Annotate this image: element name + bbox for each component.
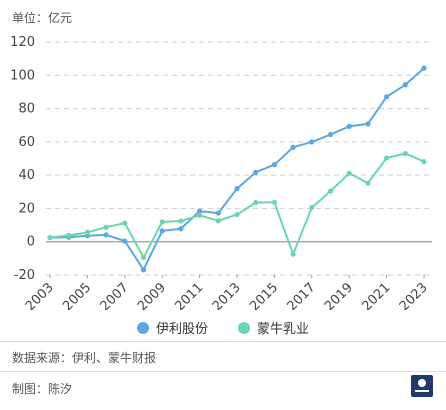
data-point-yili[interactable] [234,186,240,192]
data-point-yili[interactable] [365,121,371,127]
legend-item-yili[interactable]: 伊利股份 [136,318,208,337]
data-point-yili[interactable] [271,162,277,168]
data-point-mengniu[interactable] [140,254,147,261]
gridlines [46,41,432,276]
x-tick-label: 2013 [210,280,244,310]
data-point-mengniu[interactable] [159,219,165,225]
y-tick-labels: -20 0 20 40 60 80 100 120 [10,35,35,283]
data-point-yili[interactable] [309,139,315,145]
data-point-yili[interactable] [103,232,109,238]
legend-label-yili: 伊利股份 [155,322,208,337]
data-point-mengniu[interactable] [384,155,390,161]
data-point-yili[interactable] [327,131,334,138]
series-line-yili [49,67,425,271]
x-tick-label: 2017 [285,280,319,310]
data-point-yili[interactable] [421,65,427,71]
divider-bottom [0,371,446,372]
data-point-yili[interactable] [159,228,165,234]
y-tick-label: 0 [27,235,35,250]
data-point-yili[interactable] [384,94,390,100]
unit-label: 单位：亿元 [12,11,73,25]
y-tick-label: 120 [10,35,35,50]
source-note: 数据来源：伊利、蒙牛财报 [12,351,157,365]
data-point-yili[interactable] [140,267,147,273]
x-tick-label: 2015 [247,280,281,310]
data-point-mengniu[interactable] [253,200,259,206]
x-tick-label: 2009 [135,280,169,310]
legend-item-mengniu[interactable]: 蒙牛乳业 [238,318,309,337]
data-point-mengniu[interactable] [197,212,203,218]
data-point-mengniu[interactable] [346,170,352,176]
y-tick-label: 80 [18,102,35,117]
data-point-mengniu[interactable] [122,220,128,226]
data-point-yili[interactable] [215,210,221,216]
brand-logo [411,375,433,397]
data-point-yili[interactable] [290,144,296,150]
data-point-yili[interactable] [178,226,184,232]
y-tick-label: 60 [18,135,35,150]
x-tick-label: 2019 [322,280,356,310]
data-point-yili[interactable] [402,82,408,88]
data-point-mengniu[interactable] [84,229,90,235]
divider-top [0,341,446,342]
data-point-mengniu[interactable] [178,218,184,224]
legend: 伊利股份 蒙牛乳业 [0,318,446,337]
data-point-mengniu[interactable] [290,251,296,257]
data-point-mengniu[interactable] [66,232,72,238]
data-point-mengniu[interactable] [402,150,408,157]
x-tick-label: 2011 [172,280,206,310]
data-point-mengniu[interactable] [47,234,53,241]
data-point-mengniu[interactable] [234,211,240,218]
data-point-yili[interactable] [197,208,203,214]
data-point-mengniu[interactable] [421,159,427,165]
x-tick-label: 2005 [60,280,94,310]
data-point-mengniu[interactable] [103,224,109,230]
y-tick-label: 100 [10,68,35,83]
legend-swatch-yili [136,321,149,334]
y-tick-label: 20 [18,201,35,216]
data-point-mengniu[interactable] [327,188,334,194]
x-tick-label: 2021 [359,280,393,310]
data-point-mengniu[interactable] [365,180,371,186]
legend-swatch-mengniu [238,321,250,334]
data-point-mengniu[interactable] [309,204,315,211]
data-point-mengniu[interactable] [271,199,277,205]
data-point-yili[interactable] [122,238,128,244]
x-tick-label: 2007 [98,280,132,310]
series-lines [47,65,427,273]
x-tick-labels: 2003 2005 2007 2009 2011 2013 2015 2017 2019 2021… [23,275,431,310]
maker-note: 制图：陈汐 [12,382,73,396]
y-tick-label: -20 [14,268,35,283]
data-point-mengniu[interactable] [215,218,221,224]
x-tick-label: 2023 [397,280,431,310]
y-tick-label: 40 [18,168,35,183]
legend-label-mengniu: 蒙牛乳业 [257,322,310,337]
data-point-yili[interactable] [346,123,352,129]
data-point-yili[interactable] [253,169,259,175]
x-tick-label: 2003 [23,280,57,310]
